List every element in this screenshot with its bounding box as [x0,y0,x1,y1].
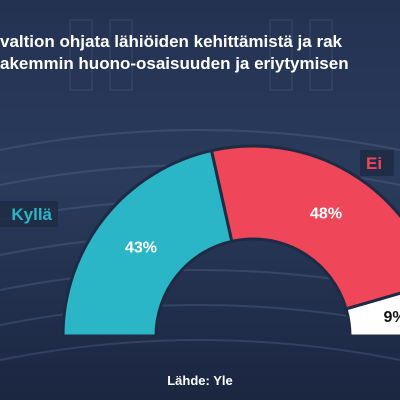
svg-text:Ei: Ei [366,154,382,173]
svg-text:Kyllä: Kyllä [11,205,52,224]
donut-slice-2 [209,144,400,311]
donut-slice-3 [344,291,400,338]
chart-title-line-2: akemmin huono-osaisuuden ja eriytymisen [0,54,349,73]
slice-value-label-3: 9% [384,309,400,326]
chart-title: valtion ohjata lähiöiden kehittämistä ja… [0,31,400,75]
donut-slice-1 [61,148,234,338]
slice-value-label-2: 48% [310,205,342,222]
chart-title-line-1: valtion ohjata lähiöiden kehittämistä ja… [0,32,342,51]
source-note: Lähde: Yle [167,373,233,388]
category-label-2: Ei [360,150,394,176]
slice-value-label-1: 43% [125,239,157,256]
category-label-1: Kyllä [0,201,58,227]
